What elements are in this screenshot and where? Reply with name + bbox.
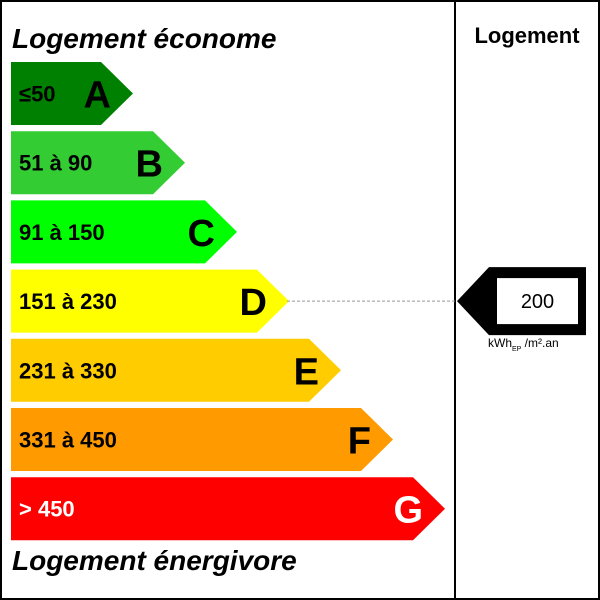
rating-bar-e: 231 à 330 E xyxy=(11,338,341,402)
bottom-heading: Logement énergivore xyxy=(12,545,297,576)
column-title: Logement xyxy=(474,23,580,48)
rating-bar-d: 151 à 230 D xyxy=(11,269,289,333)
rating-bar-b: 51 à 90 B xyxy=(11,131,185,195)
unit-suffix: /m².an xyxy=(521,336,558,350)
indicator-box xyxy=(497,278,578,325)
rating-range: 51 à 90 xyxy=(19,151,92,176)
rating-bar-shape xyxy=(11,131,185,195)
value-indicator: 200 kWhEP /m².an xyxy=(457,267,586,353)
rating-range: ≤50 xyxy=(19,82,56,107)
rating-bar-shape xyxy=(11,269,289,333)
rating-letter: E xyxy=(294,351,319,393)
rating-bar-g: > 450 G xyxy=(11,477,445,541)
top-heading: Logement économe xyxy=(12,23,276,54)
indicator-unit: kWhEP /m².an xyxy=(488,336,559,353)
rating-bar-shape xyxy=(11,408,393,471)
indicator-value: 200 xyxy=(521,291,554,313)
rating-letter: C xyxy=(188,213,215,255)
rating-letter: F xyxy=(348,421,371,463)
rating-range: 231 à 330 xyxy=(19,358,117,383)
rating-bar-shape xyxy=(11,200,237,264)
rating-bar-a: ≤50 A xyxy=(11,62,133,125)
unit-prefix: kWh xyxy=(488,336,512,350)
rating-letter: G xyxy=(393,490,423,532)
rating-letter: B xyxy=(136,144,163,186)
rating-letter: D xyxy=(240,282,267,324)
rating-letter: A xyxy=(84,75,111,117)
unit-subscript: EP xyxy=(512,346,522,353)
rating-bar-f: 331 à 450 F xyxy=(11,408,393,471)
rating-bar-shape xyxy=(11,338,341,402)
rating-bar-shape xyxy=(11,477,445,541)
rating-range: 331 à 450 xyxy=(19,428,117,453)
rating-bar-c: 91 à 150 C xyxy=(11,200,237,264)
rating-bar-shape xyxy=(11,62,133,125)
rating-range: > 450 xyxy=(19,497,75,522)
rating-range: 151 à 230 xyxy=(19,289,117,314)
rating-bars: ≤50 A 51 à 90 B 91 à 150 C 151 à 230 D 231 à 330… xyxy=(11,62,445,541)
rating-range: 91 à 150 xyxy=(19,220,105,245)
